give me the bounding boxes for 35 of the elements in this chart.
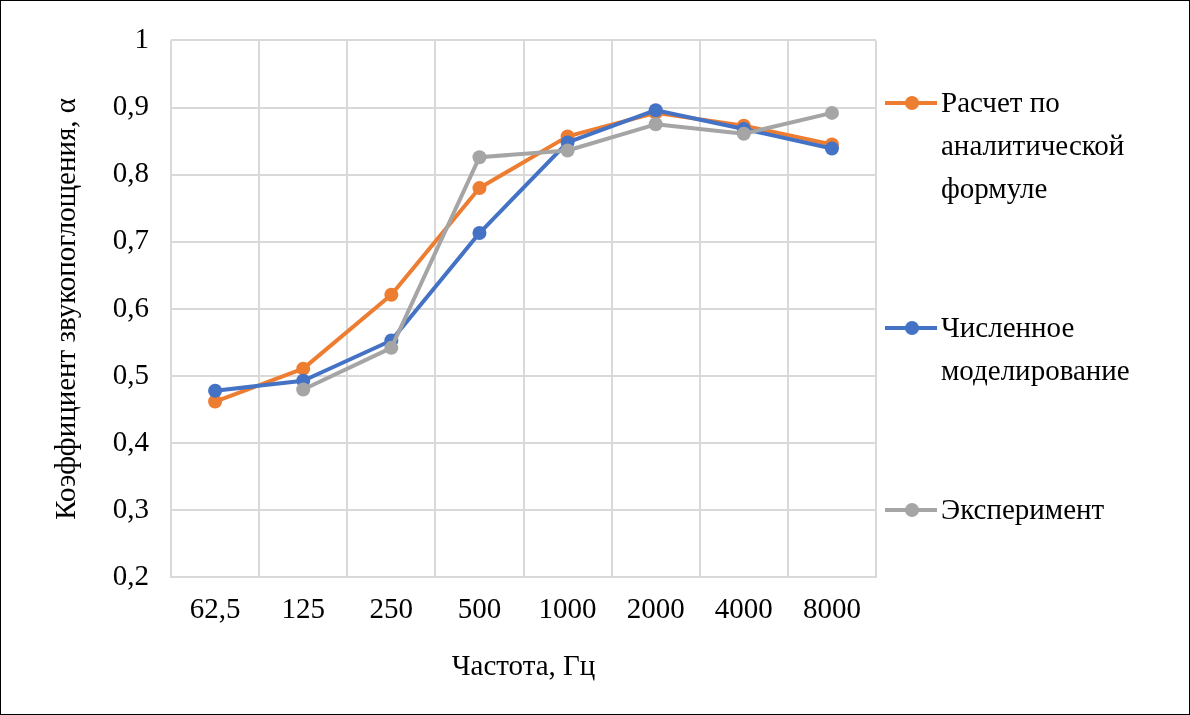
x-tick-label: 62,5: [189, 592, 241, 625]
x-tick-label: 125: [281, 592, 325, 625]
y-tick-label: 0,5: [112, 357, 150, 390]
point: [648, 117, 663, 132]
legend-label: Расчет по аналитической формуле: [941, 85, 1126, 206]
y-tick-label: 1: [134, 22, 150, 55]
legend-label: Эксперимент: [941, 492, 1105, 527]
y-tick-label: 0,8: [112, 156, 150, 189]
y-tick-label: 0,3: [112, 491, 150, 524]
point: [472, 150, 487, 165]
point: [824, 105, 839, 120]
y-tick-label: 0,4: [112, 424, 150, 457]
x-axis-title: Частота, Гц: [451, 649, 596, 682]
y-tick-label: 0,2: [112, 559, 150, 592]
point: [824, 141, 839, 156]
x-tick-label: 8000: [802, 592, 861, 625]
point: [296, 382, 311, 397]
x-tick-label: 2000: [626, 592, 685, 625]
x-tick-label: 500: [457, 592, 502, 625]
point: [208, 383, 223, 398]
point: [384, 340, 399, 355]
point: [296, 361, 311, 376]
y-tick-label: 0,9: [112, 89, 150, 122]
y-tick-label: 0,7: [112, 223, 150, 256]
x-tick-label: 4000: [714, 592, 773, 625]
legend-label: Численное моделирование: [941, 310, 1131, 388]
point: [560, 143, 575, 158]
y-axis-title: Коэффициент звукопоглощения, α: [49, 98, 82, 520]
point: [736, 126, 751, 141]
y-tick-label: 0,6: [112, 290, 150, 323]
x-tick-label: 1000: [538, 592, 597, 625]
point: [472, 226, 487, 241]
point: [472, 181, 487, 196]
x-tick-label: 250: [369, 592, 414, 625]
point: [384, 287, 399, 302]
